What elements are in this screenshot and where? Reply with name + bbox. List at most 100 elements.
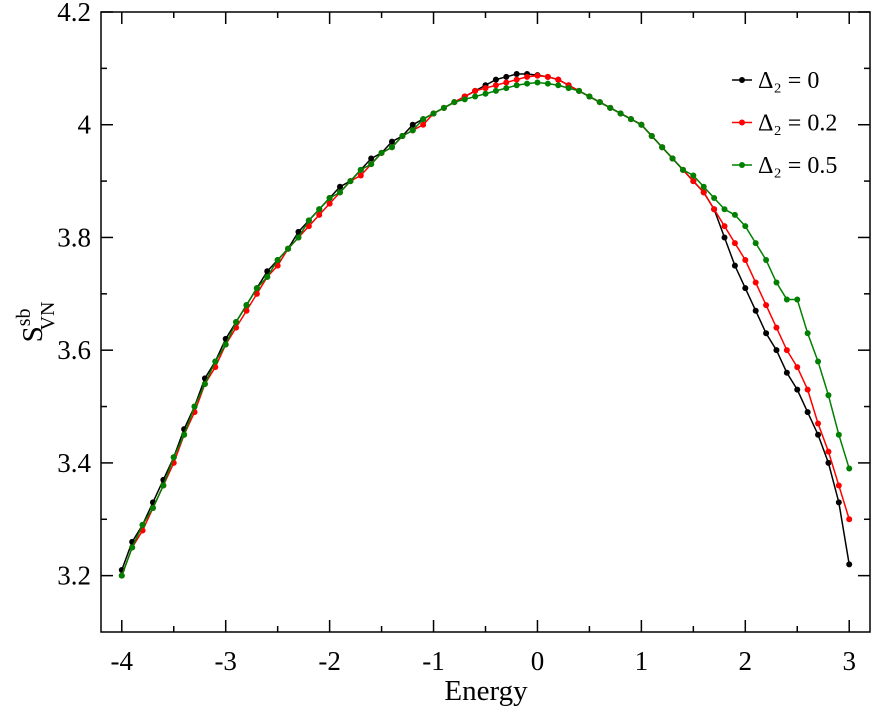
point (326, 200, 333, 207)
point (825, 392, 832, 399)
point (794, 386, 801, 393)
point (773, 324, 780, 331)
x-tick-label: -2 (318, 646, 341, 676)
point (524, 80, 531, 87)
point (118, 572, 125, 579)
point (409, 121, 416, 128)
point (492, 76, 499, 83)
point (825, 448, 832, 455)
point (451, 99, 458, 106)
point (815, 431, 822, 438)
point (201, 381, 208, 387)
point (305, 223, 312, 230)
y-axis-label: Ssb VN (13, 302, 59, 343)
point (763, 257, 770, 263)
y-tick-label: 3.2 (57, 561, 91, 591)
legend-marker (739, 162, 745, 168)
y-label-sub: VN (37, 302, 59, 331)
y-label-sup: sb (13, 308, 35, 326)
point (731, 240, 738, 247)
point (160, 482, 167, 489)
point (430, 110, 437, 117)
plot-frame (100, 11, 871, 633)
point (388, 144, 395, 151)
point (295, 234, 302, 241)
point (264, 273, 271, 280)
point (139, 521, 146, 528)
point (783, 347, 790, 354)
point (846, 516, 853, 523)
point (482, 85, 489, 92)
point (472, 93, 479, 100)
point (181, 431, 188, 438)
point (690, 178, 697, 185)
point (804, 330, 811, 337)
point (534, 79, 541, 86)
point (378, 149, 385, 156)
legend-marker (739, 119, 745, 126)
point (690, 172, 697, 179)
point (243, 307, 250, 314)
x-tick-label: 1 (635, 646, 649, 676)
y-label-main: S (17, 326, 49, 342)
point (815, 420, 822, 427)
point (731, 211, 738, 218)
point (534, 72, 541, 79)
x-axis-label: Energy (444, 675, 528, 707)
point (503, 85, 510, 92)
point (149, 505, 156, 511)
point (337, 189, 344, 196)
point (846, 465, 853, 472)
point (492, 82, 499, 89)
point (700, 189, 707, 196)
point (721, 234, 728, 241)
point (129, 544, 136, 551)
y-tick-label: 3.8 (57, 222, 91, 252)
point (752, 279, 759, 286)
point (721, 223, 728, 230)
x-tick-label: 2 (739, 646, 753, 676)
point (482, 90, 489, 97)
point (711, 195, 718, 201)
point (544, 73, 551, 80)
point (492, 87, 499, 94)
point (555, 76, 562, 83)
x-tick-label: -4 (111, 646, 134, 676)
point (576, 87, 583, 94)
legend-marker (739, 77, 745, 83)
point (638, 121, 645, 128)
point (305, 217, 312, 224)
point (264, 268, 271, 275)
point (472, 87, 479, 94)
point (440, 104, 447, 111)
point (763, 302, 770, 309)
point (253, 290, 260, 297)
legend-label: Δ₂ = 0 (758, 68, 819, 94)
point (503, 73, 510, 80)
point (721, 206, 728, 213)
legend-label: Δ₂ = 0.5 (758, 153, 837, 179)
point (461, 96, 468, 103)
point (711, 206, 718, 213)
series-line (121, 73, 850, 571)
point (170, 454, 177, 461)
point (222, 341, 229, 348)
point (835, 499, 842, 506)
x-tick-label: 0 (531, 646, 545, 676)
point (399, 133, 406, 139)
point (368, 155, 375, 162)
point (773, 279, 780, 286)
point (316, 206, 323, 213)
point (368, 161, 375, 168)
point (700, 183, 707, 190)
x-tick-label: -1 (422, 646, 445, 676)
y-tick-label: 3.6 (57, 335, 91, 365)
y-tick-label: 3.4 (57, 448, 91, 478)
point (763, 330, 770, 337)
point (617, 110, 624, 117)
legend-label: Δ₂ = 0.2 (758, 111, 837, 137)
point (794, 296, 801, 303)
point (825, 459, 832, 466)
point (555, 82, 562, 89)
